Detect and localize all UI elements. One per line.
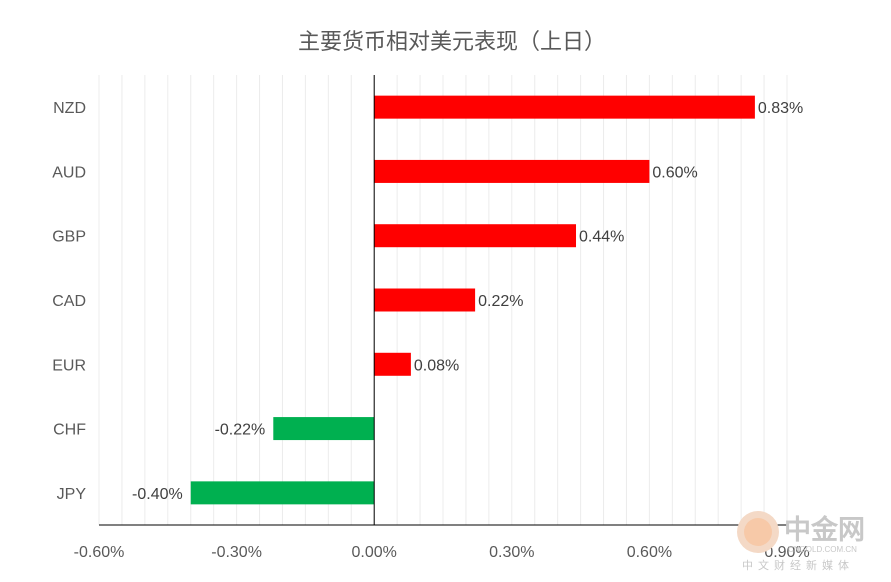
category-label-aud: AUD [52, 164, 86, 181]
category-label-chf: CHF [53, 422, 86, 439]
watermark-name: 中金网 [784, 514, 865, 546]
bar-eur [374, 352, 411, 376]
x-tick-label: 0.00% [352, 544, 397, 561]
bar-nzd [374, 95, 755, 119]
bar-cad [374, 288, 476, 312]
x-tick-label: 0.30% [489, 544, 534, 561]
data-label-chf: -0.22% [215, 422, 266, 439]
data-label-eur: 0.08% [414, 357, 459, 374]
axes [99, 75, 787, 526]
x-tick-label: 0.90% [764, 544, 809, 561]
watermark-logo: 中金网 CNGOLD.COM.CN 中文财经新媒体 [737, 511, 865, 572]
bar-gbp [374, 224, 577, 248]
watermark-subtitle: 中文财经新媒体 [742, 558, 854, 572]
watermark-url: CNGOLD.COM.CN [788, 545, 857, 554]
data-label-nzd: 0.83% [758, 100, 803, 117]
category-labels: NZD AUD GBP CAD EUR CHF JPY [52, 100, 86, 503]
x-tick-labels: -0.60% -0.30% 0.00% 0.30% 0.60% 0.90% [74, 544, 810, 561]
category-label-nzd: NZD [53, 100, 86, 117]
bar-aud [374, 159, 650, 183]
data-label-aud: 0.60% [652, 164, 697, 181]
category-label-eur: EUR [52, 357, 86, 374]
category-label-gbp: GBP [52, 229, 86, 246]
x-tick-label: -0.30% [211, 544, 262, 561]
logo-core [744, 518, 772, 546]
bar-chf [273, 417, 375, 441]
x-tick-label: 0.60% [627, 544, 672, 561]
data-label-gbp: 0.44% [579, 229, 624, 246]
data-label-cad: 0.22% [478, 293, 523, 310]
chart-title: 主要货币相对美元表现（上日） [298, 30, 606, 55]
data-labels: 0.83% 0.60% 0.44% 0.22% 0.08% -0.22% -0.40% [132, 100, 803, 503]
bars [190, 95, 755, 505]
category-label-jpy: JPY [57, 486, 87, 503]
bar-jpy [190, 481, 375, 505]
category-label-cad: CAD [52, 293, 86, 310]
data-label-jpy: -0.40% [132, 486, 183, 503]
x-tick-label: -0.60% [74, 544, 125, 561]
